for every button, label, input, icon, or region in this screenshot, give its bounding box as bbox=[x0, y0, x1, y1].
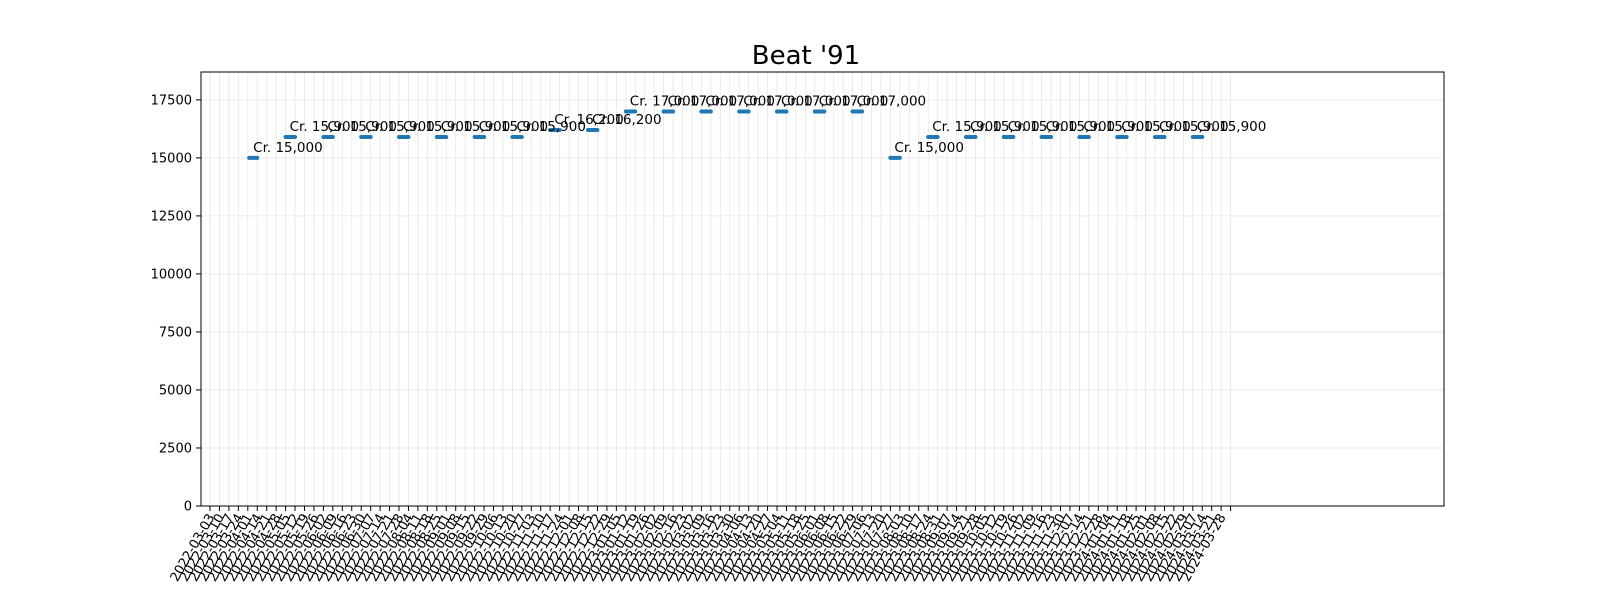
data-label: Cr. 15,900 bbox=[1046, 119, 1116, 135]
data-label: Cr. 15,900 bbox=[970, 119, 1040, 135]
data-label: Cr. 15,900 bbox=[1008, 119, 1078, 135]
x-axis: 2022-03-032022-03-102022-03-172022-03-24… bbox=[168, 506, 1232, 584]
data-label: Cr. 15,900 bbox=[327, 119, 397, 135]
y-tick-label: 15000 bbox=[151, 151, 192, 166]
plot-area bbox=[247, 109, 1205, 160]
data-label: Cr. 15,900 bbox=[932, 119, 1002, 135]
data-label: Cr. 15,900 bbox=[365, 119, 435, 135]
data-label: Cr. 15,900 bbox=[516, 119, 586, 135]
data-label: Cr. 17,000 bbox=[743, 93, 813, 109]
data-label: Cr. 17,000 bbox=[857, 93, 927, 109]
data-label: Cr. 15,900 bbox=[1159, 119, 1229, 135]
data-label: Cr. 15,900 bbox=[1083, 119, 1153, 135]
y-tick-label: 10000 bbox=[151, 267, 192, 282]
y-tick-label: 5000 bbox=[159, 383, 192, 398]
data-label: Cr. 17,000 bbox=[668, 93, 738, 109]
data-label: Cr. 15,000 bbox=[894, 140, 964, 156]
data-label: Cr. 15,900 bbox=[1197, 119, 1267, 135]
y-axis: 0 2500 5000 7500 10000 12500 15000 17500 bbox=[151, 93, 201, 515]
data-label: Cr. 17,000 bbox=[705, 93, 775, 109]
y-tick-label: 7500 bbox=[159, 325, 192, 340]
y-tick-label: 2500 bbox=[159, 441, 192, 456]
grid-lines bbox=[201, 72, 1444, 507]
data-label: Cr. 17,000 bbox=[781, 93, 851, 109]
y-tick-label: 0 bbox=[184, 500, 192, 515]
data-label: Cr. 15,900 bbox=[403, 119, 473, 135]
data-label: Cr. 15,900 bbox=[1121, 119, 1191, 135]
plot-frame bbox=[200, 71, 1445, 507]
data-label: Cr. 15,900 bbox=[290, 119, 360, 135]
data-label: Cr. 17,000 bbox=[630, 93, 700, 109]
chart-title: Beat '91 bbox=[752, 41, 860, 71]
y-tick-label: 17500 bbox=[151, 93, 192, 108]
data-label: Cr. 15,900 bbox=[479, 119, 549, 135]
data-label: Cr. 16,200 bbox=[592, 112, 662, 128]
data-label: Cr. 15,000 bbox=[253, 140, 323, 156]
y-tick-label: 12500 bbox=[151, 209, 192, 224]
data-label: Cr. 15,900 bbox=[441, 119, 511, 135]
data-label: Cr. 16,200 bbox=[554, 112, 624, 128]
data-label: Cr. 17,000 bbox=[819, 93, 889, 109]
